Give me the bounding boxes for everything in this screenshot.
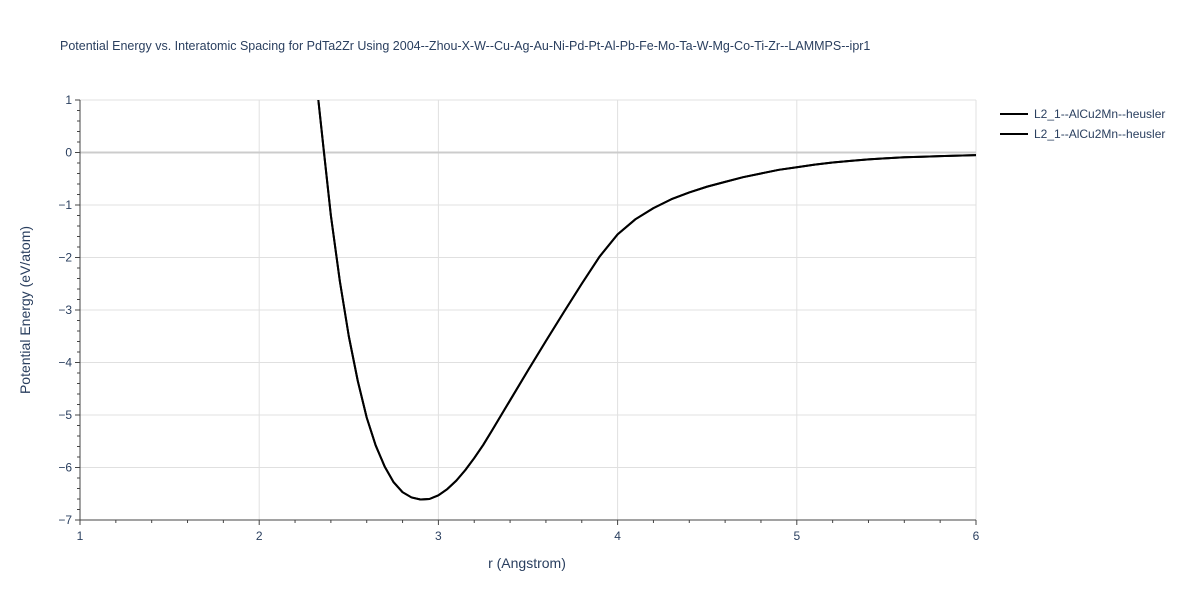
y-tick-label: −3 [58,303,72,317]
x-tick-label: 3 [435,529,442,543]
series-line-2 [317,100,976,501]
grid [80,99,977,520]
x-axis-title: r (Angstrom) [488,555,566,571]
x-tick-label: 6 [973,529,980,543]
chart-title: Potential Energy vs. Interatomic Spacing… [60,39,870,53]
plot-area [317,100,976,501]
y-axis-ticks: 1 0 −1 −2 −3 −4 −5 −6 −7 [58,93,72,527]
y-tick-label: 1 [65,93,72,107]
y-tick-label: 0 [65,146,72,160]
x-axis-ticks: 1 2 3 4 5 6 [77,529,980,543]
y-tick-label: −6 [58,461,72,475]
x-tick-label: 4 [614,529,621,543]
x-tick-label: 5 [793,529,800,543]
legend-label: L2_1--AlCu2Mn--heusler [1034,127,1165,141]
legend: L2_1--AlCu2Mn--heusler L2_1--AlCu2Mn--heu… [1000,107,1165,141]
y-tick-label: −5 [58,408,72,422]
x-tick-label: 1 [77,529,84,543]
legend-label: L2_1--AlCu2Mn--heusler [1034,107,1165,121]
y-tick-label: −7 [58,513,72,527]
x-tick-label: 2 [256,529,263,543]
axes [75,99,977,525]
y-tick-label: −1 [58,198,72,212]
y-axis-title: Potential Energy (eV/atom) [17,226,33,394]
series-line-1 [317,100,976,501]
y-tick-label: −4 [58,356,72,370]
y-tick-label: −2 [58,251,72,265]
